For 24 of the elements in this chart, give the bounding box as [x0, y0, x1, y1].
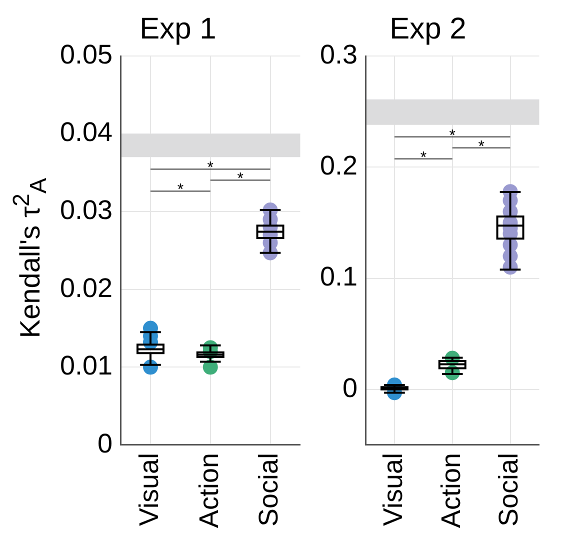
x-tick-label: Action: [194, 452, 224, 528]
y-tick-label: 0.02: [60, 272, 113, 303]
annotation: *: [237, 170, 244, 188]
y-tick-label: 0.1: [320, 262, 358, 292]
annotation: *: [207, 160, 214, 177]
y-tick-label: 0: [342, 372, 358, 403]
x-tick-label: Visual: [378, 452, 408, 526]
annotation: *: [177, 182, 184, 199]
annotation: *: [420, 149, 427, 166]
x-tick-label: Social: [494, 452, 524, 527]
y-tick-label: 0: [98, 428, 113, 458]
y-tick-label: 0.05: [60, 39, 113, 70]
x-tick-label: Action: [436, 452, 466, 528]
annotation: *: [478, 138, 484, 156]
y-tick-label: 0.01: [60, 350, 113, 381]
y-tick-label: 0.2: [320, 150, 358, 181]
y-tick-label: 0.3: [320, 39, 358, 70]
y-tick-label: 0.03: [60, 195, 113, 226]
chart-title: Exp 1: [140, 12, 216, 46]
y-tick-label: 0.04: [60, 117, 113, 148]
x-tick-label: Social: [254, 452, 284, 527]
annotation: *: [449, 127, 456, 144]
chart-title: Exp 2: [390, 12, 466, 46]
x-tick-label: Visual: [134, 452, 164, 526]
